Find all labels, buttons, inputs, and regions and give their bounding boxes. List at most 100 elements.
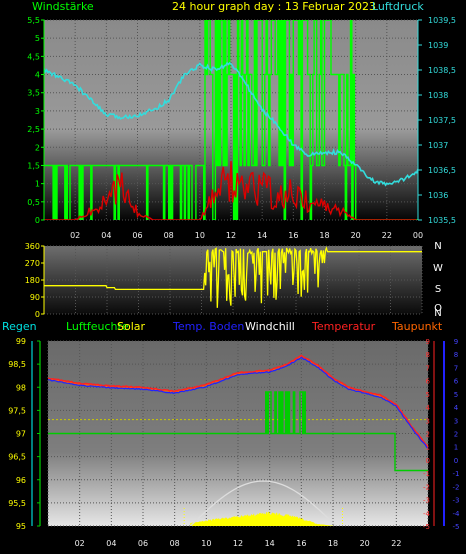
humidity-tick-label: 95 (16, 522, 26, 531)
wind-tick-label: 0,5 (27, 198, 40, 207)
wind-tick-label: 1 (35, 180, 40, 189)
direction-tick-label: 180 (25, 276, 40, 285)
humidity-tick-label: 97 (16, 430, 26, 439)
legend-taupunkt: Taupunkt (391, 320, 443, 333)
chart-title: 24 hour graph day : 13 Februar 2023 (172, 0, 376, 13)
pressure-tick-label: 1037 (428, 141, 448, 150)
wind-gust-series (44, 161, 417, 220)
temperature-tick-label-blue: 0 (454, 457, 458, 465)
temperature-tick-label-blue: -2 (453, 483, 460, 491)
wind-tick-label: 2 (35, 143, 40, 152)
pressure-tick-label: 1035,5 (428, 216, 456, 225)
wind-tick-label: 5 (35, 34, 40, 43)
x-tick-label: 02 (70, 231, 80, 240)
wind-tick-label: 5,5 (27, 16, 40, 25)
legend-regen: Regen (2, 320, 37, 333)
x-tick-label: 20 (360, 539, 370, 548)
wind-tick-label: 2,5 (27, 125, 40, 134)
x-tick-label: 18 (328, 539, 338, 548)
humidity-tick-label: 95,5 (8, 499, 26, 508)
x-tick-label: 22 (391, 539, 401, 548)
temperature-tick-label: 7 (426, 364, 430, 372)
temperature-tick-label-blue: 7 (454, 364, 458, 372)
compass-label: N (434, 241, 441, 252)
temperature-tick-label-blue: 5 (454, 391, 458, 399)
compass-label: W (433, 263, 443, 274)
wind-tick-label: 1,5 (27, 161, 40, 170)
compass-label: O (434, 303, 442, 314)
x-tick-label: 20 (351, 231, 361, 240)
x-tick-label: 12 (233, 539, 243, 548)
temperature-tick-label: -1 (423, 470, 430, 478)
pressure-tick-label: 1038,5 (428, 66, 456, 75)
legend-temperatur: Temperatur (311, 320, 376, 333)
x-tick-label: 10 (195, 231, 205, 240)
wind-pressure-axes: 5,5 5 4,5 4 3,5 3 2,5 2 1,5 1 0,5 0 1039,5 1039 1038,5… (27, 16, 456, 240)
solar-max-arc (190, 480, 337, 526)
x-tick-label: 06 (132, 231, 142, 240)
x-tick-label: 00 (413, 231, 423, 240)
temperature-tick-label-blue: -3 (453, 497, 460, 505)
humidity-tick-label: 98,5 (8, 360, 26, 369)
temperature-tick-label-blue: -1 (453, 470, 460, 478)
temperature-tick-label-blue: 3 (454, 417, 458, 425)
temperature-tick-label-blue: 6 (454, 378, 459, 386)
temperature-marks (48, 354, 428, 526)
temperature-tick-label: -5 (423, 523, 430, 531)
ground-temperature-series (48, 356, 428, 449)
wind-direction-grid (43, 245, 423, 315)
temperature-tick-label: 8 (426, 351, 430, 359)
humidity-tick-label: 99 (16, 337, 26, 346)
temperature-tick-label-blue: -4 (453, 510, 461, 518)
x-tick-label: 10 (201, 539, 211, 548)
legend-windchill: Windchill (245, 320, 295, 333)
humidity-tick-label: 96,5 (8, 453, 26, 462)
temperature-tick-label: -3 (423, 497, 430, 505)
pressure-tick-label: 1036,5 (428, 166, 456, 175)
wind-direction-marks (44, 246, 422, 308)
humidity-tick-label: 97,5 (8, 406, 26, 415)
wind-pressure-marks (44, 20, 418, 220)
solar-area (190, 511, 334, 526)
pressure-tick-label: 1039 (428, 41, 448, 50)
temperature-tick-label: 2 (426, 431, 430, 439)
direction-tick-label: 270 (25, 259, 40, 268)
temperature-series (48, 354, 428, 448)
temperature-tick-label-blue: 4 (454, 404, 459, 412)
x-tick-label: 22 (382, 231, 392, 240)
wind-tick-label: 3,5 (27, 89, 40, 98)
pressure-tick-label: 1036 (428, 191, 448, 200)
direction-tick-label: 360 (25, 242, 40, 251)
temperature-tick-label: 4 (426, 404, 431, 412)
x-tick-label: 14 (265, 539, 275, 548)
temperature-tick-label: 5 (426, 391, 430, 399)
temperature-tick-label: 6 (426, 378, 431, 386)
compass-label: S (435, 284, 441, 295)
legend-luftfeuchte: Luftfeuchte (66, 320, 129, 333)
x-tick-label: 16 (288, 231, 298, 240)
temperature-tick-label: -2 (423, 483, 430, 491)
temperature-tick-label-blue: 2 (454, 431, 458, 439)
temperature-tick-label-blue: 1 (454, 444, 458, 452)
x-tick-label: 18 (319, 231, 329, 240)
x-tick-label: 14 (257, 231, 267, 240)
wind-tick-label: 4,5 (27, 52, 40, 61)
wind-direction-series (44, 246, 422, 308)
temperature-tick-label: 3 (426, 417, 430, 425)
wind-tick-label: 4 (35, 71, 40, 80)
x-tick-label: 04 (106, 539, 116, 548)
legend-temp-boden: Temp. Boden (172, 320, 244, 333)
wind-direction-axes: 360 270 180 90 0 (25, 242, 44, 319)
temperature-tick-label-blue: 8 (454, 351, 458, 359)
x-tick-label: 08 (164, 231, 174, 240)
x-tick-label: 12 (226, 231, 236, 240)
temperature-tick-label: 1 (426, 444, 430, 452)
wind-speed-series (44, 20, 418, 220)
humidity-series (48, 391, 428, 472)
pressure-tick-label: 1039,5 (428, 16, 456, 25)
pressure-series (44, 61, 418, 187)
left-axis-title: Windstärke (32, 0, 94, 13)
humidity-tick-label: 96 (16, 476, 26, 485)
